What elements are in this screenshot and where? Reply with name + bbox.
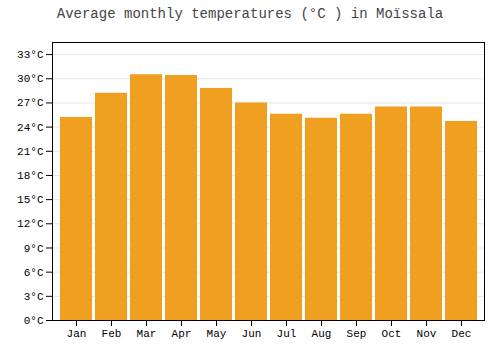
svg-text:21°C: 21°C	[17, 146, 44, 158]
svg-text:Jun: Jun	[242, 328, 262, 340]
svg-text:27°C: 27°C	[17, 97, 44, 109]
svg-text:12°C: 12°C	[17, 218, 44, 230]
svg-text:18°C: 18°C	[17, 170, 44, 182]
svg-text:6°C: 6°C	[24, 267, 44, 279]
svg-text:24°C: 24°C	[17, 122, 44, 134]
svg-text:Mar: Mar	[137, 328, 157, 340]
svg-text:9°C: 9°C	[24, 242, 44, 254]
svg-text:3°C: 3°C	[24, 291, 44, 303]
svg-text:33°C: 33°C	[17, 49, 44, 61]
svg-text:Sep: Sep	[347, 328, 367, 340]
html-text:Average monthly temperatures (: Average monthly temperatures (°C ) in Mo…	[56, 6, 444, 22]
svg-text:15°C: 15°C	[17, 194, 44, 206]
svg-text:Oct: Oct	[382, 328, 402, 340]
svg-text:30°C: 30°C	[17, 73, 44, 85]
svg-text:Jul: Jul	[277, 328, 297, 340]
svg-text:Dec: Dec	[452, 328, 472, 340]
svg-text:Nov: Nov	[417, 328, 437, 340]
svg-text:Feb: Feb	[102, 328, 122, 340]
svg-text:Aug: Aug	[312, 328, 332, 340]
svg-text:Apr: Apr	[172, 328, 192, 340]
svg-text:0°C: 0°C	[24, 315, 44, 327]
svg-text:Jan: Jan	[67, 328, 87, 340]
svg-text:May: May	[207, 328, 227, 340]
